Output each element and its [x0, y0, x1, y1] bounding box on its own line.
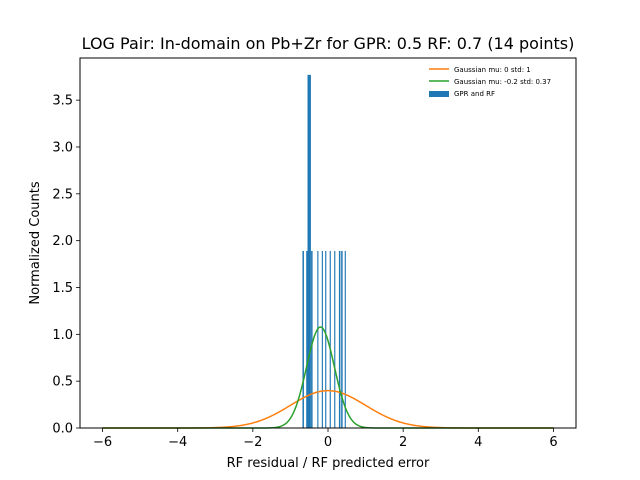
histogram-bar — [329, 250, 331, 428]
y-tick-label: 1.0 — [52, 328, 73, 343]
histogram-bar — [302, 250, 304, 428]
y-axis-title: Normalized Counts — [28, 181, 43, 304]
legend-box — [424, 63, 571, 104]
histogram-bar — [306, 250, 308, 428]
chart-title: LOG Pair: In-domain on Pb+Zr for GPR: 0.… — [82, 34, 575, 53]
y-tick-label: 2.5 — [52, 187, 73, 202]
y-tick-label: 1.5 — [52, 281, 73, 296]
x-tick-label: 6 — [549, 435, 557, 450]
y-axis-ticks: 0.0 0.5 1.0 1.5 2.0 2.5 3.0 3.5 — [52, 94, 80, 437]
x-tick-label: −4 — [168, 435, 187, 450]
histogram-bar — [338, 250, 341, 428]
histogram-bar — [344, 250, 346, 428]
x-tick-label: −6 — [93, 435, 112, 450]
x-axis-title: RF residual / RF predicted error — [227, 456, 430, 471]
histogram-bar — [321, 250, 323, 428]
y-tick-label: 3.5 — [52, 94, 73, 109]
y-tick-label: 0.0 — [52, 422, 73, 437]
x-tick-label: 4 — [474, 435, 482, 450]
histogram-bar — [317, 250, 319, 428]
legend-label-gaussian-0: Gaussian mu: 0 std: 1 — [454, 66, 531, 74]
legend-label-gaussian-1: Gaussian mu: -0.2 std: 0.37 — [454, 78, 551, 86]
histogram-bar — [311, 250, 313, 428]
histogram-bars — [302, 74, 346, 429]
x-tick-label: −2 — [243, 435, 262, 450]
legend-swatch-histogram — [429, 91, 449, 97]
y-tick-label: 0.5 — [52, 375, 73, 390]
histogram-bar — [307, 74, 311, 429]
x-axis-ticks: −6 −4 −2 0 2 4 6 — [93, 428, 558, 450]
histogram-bar — [325, 250, 327, 428]
histogram-bar — [341, 250, 343, 428]
y-tick-label: 3.0 — [52, 140, 73, 155]
y-tick-label: 2.0 — [52, 234, 73, 249]
histogram-bar — [334, 250, 336, 428]
legend: Gaussian mu: 0 std: 1 Gaussian mu: -0.2 … — [424, 63, 571, 104]
x-tick-label: 0 — [324, 435, 332, 450]
legend-label-histogram: GPR and RF — [454, 90, 495, 98]
x-tick-label: 2 — [399, 435, 407, 450]
